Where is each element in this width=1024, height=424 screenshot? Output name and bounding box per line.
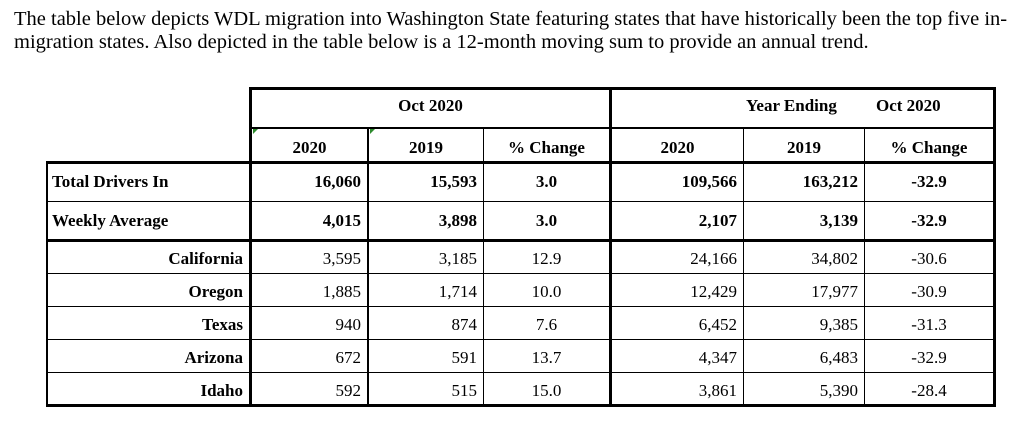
table-cell: 16,060 — [314, 172, 361, 191]
row-label: Total Drivers In — [52, 172, 169, 191]
table-cell: 24,166 — [690, 249, 737, 268]
row-divider — [46, 339, 996, 340]
table-cell: 17,977 — [811, 282, 858, 301]
table-cell: 1,714 — [438, 282, 477, 301]
group-header-year-month: Oct 2020 — [876, 96, 941, 115]
row-label: Arizona — [184, 348, 243, 367]
table-cell: 592 — [335, 381, 362, 400]
intro-paragraph: The table below depicts WDL migration in… — [14, 8, 1008, 53]
table-cell: 2,107 — [698, 211, 737, 230]
table-cell: 15,593 — [430, 172, 477, 191]
table-cell: 12,429 — [690, 282, 737, 301]
table-cell: 9,385 — [819, 315, 858, 334]
table-cell: 7.6 — [535, 315, 558, 334]
row-label: Weekly Average — [52, 211, 169, 230]
table-cell: -30.6 — [911, 249, 947, 268]
table-border-left — [46, 161, 48, 407]
table-cell: 6,483 — [819, 348, 858, 367]
row-divider — [46, 201, 996, 202]
header-bottom-border — [46, 161, 996, 164]
column-divider — [367, 127, 369, 407]
table-cell: 591 — [451, 348, 478, 367]
column-header: % Change — [508, 138, 585, 157]
table-cell: 3,595 — [322, 249, 361, 268]
table-cell: -30.9 — [911, 282, 947, 301]
table-cell: 15.0 — [531, 381, 562, 400]
column-header: % Change — [890, 138, 968, 157]
table-border-bottom — [46, 404, 996, 407]
table-cell: 1,885 — [322, 282, 361, 301]
table-cell: 10.0 — [531, 282, 562, 301]
table-cell: -28.4 — [911, 381, 947, 400]
table-cell: -32.9 — [911, 211, 947, 230]
table-cell: 874 — [451, 315, 478, 334]
table-cell: 13.7 — [531, 348, 562, 367]
cell-comment-marker — [370, 129, 375, 134]
row-label: Idaho — [200, 381, 243, 400]
column-header: 2019 — [409, 138, 443, 157]
table-cell: 3.0 — [535, 211, 558, 230]
table-cell: 3,139 — [819, 211, 858, 230]
table-cell: 672 — [335, 348, 362, 367]
table-cell: 3,861 — [698, 381, 737, 400]
table-cell: 6,452 — [698, 315, 737, 334]
column-header: 2019 — [787, 138, 821, 157]
table-cell: -32.9 — [911, 172, 947, 191]
column-header: 2020 — [660, 138, 695, 157]
table-cell: 5,390 — [819, 381, 858, 400]
table-border-top — [250, 87, 996, 90]
table-cell: 34,802 — [811, 249, 858, 268]
row-label: Texas — [202, 315, 243, 334]
header-divider — [250, 127, 996, 129]
table-cell: 12.9 — [531, 249, 562, 268]
table-cell: 3.0 — [535, 172, 558, 191]
column-divider — [483, 127, 484, 407]
column-header: 2020 — [292, 138, 327, 157]
migration-table: Oct 2020 Year Ending Oct 2020 2020 2019 … — [46, 87, 996, 407]
row-divider — [46, 306, 996, 307]
table-cell: 3,898 — [438, 211, 477, 230]
table-cell: 4,347 — [698, 348, 737, 367]
group-header-year-ending: Year Ending — [746, 96, 837, 115]
cell-comment-marker — [253, 129, 258, 134]
column-divider — [864, 127, 865, 407]
row-label: California — [168, 249, 243, 268]
table-cell: 163,212 — [802, 172, 858, 191]
row-divider — [46, 372, 996, 373]
group-divider — [609, 87, 612, 407]
table-border-right — [993, 87, 996, 407]
label-column-border — [249, 87, 252, 407]
table-cell: -31.3 — [911, 315, 947, 334]
table-cell: 515 — [451, 381, 478, 400]
table-cell: -32.9 — [911, 348, 947, 367]
group-header-month: Oct 2020 — [398, 96, 463, 115]
table-cell: 3,185 — [438, 249, 477, 268]
table-cell: 4,015 — [322, 211, 361, 230]
row-label: Oregon — [188, 282, 243, 301]
summary-bottom-border — [46, 239, 996, 242]
table-cell: 940 — [335, 315, 362, 334]
row-divider — [46, 273, 996, 274]
table-cell: 109,566 — [681, 172, 737, 191]
column-divider — [743, 127, 744, 407]
